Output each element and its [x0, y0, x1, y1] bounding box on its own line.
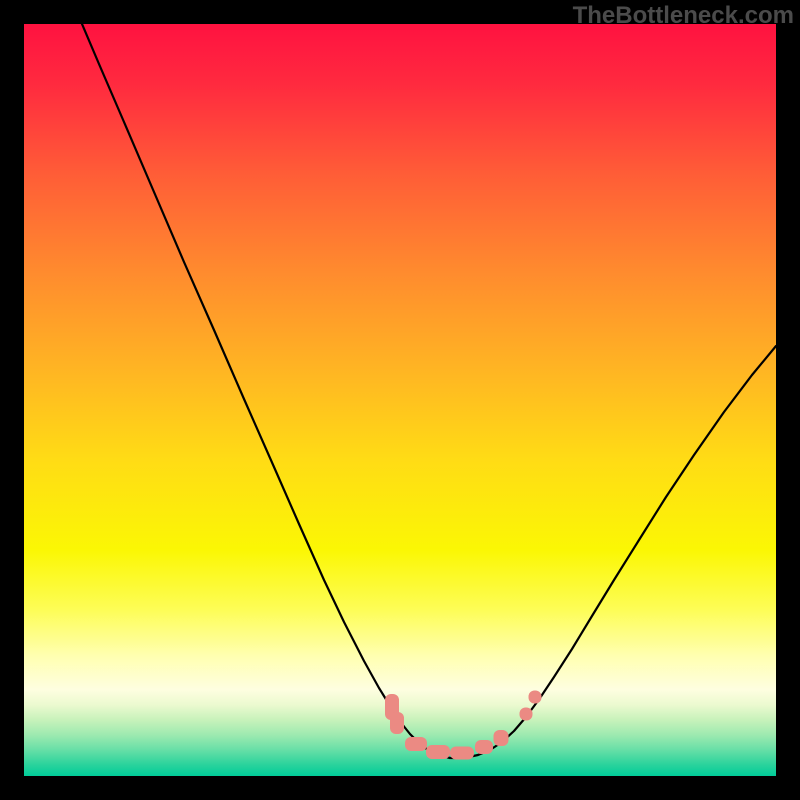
marker-point	[475, 740, 493, 754]
bottleneck-curve	[82, 24, 776, 758]
marker-point	[405, 737, 427, 751]
chart-canvas: TheBottleneck.com	[0, 0, 800, 800]
chart-overlay	[24, 24, 776, 776]
plot-area	[24, 24, 776, 776]
marker-point	[450, 747, 474, 760]
marker-point	[390, 712, 404, 734]
marker-point	[494, 730, 509, 746]
marker-point	[529, 691, 542, 704]
watermark-text: TheBottleneck.com	[573, 2, 794, 30]
marker-point	[520, 708, 533, 721]
marker-point	[426, 745, 450, 759]
